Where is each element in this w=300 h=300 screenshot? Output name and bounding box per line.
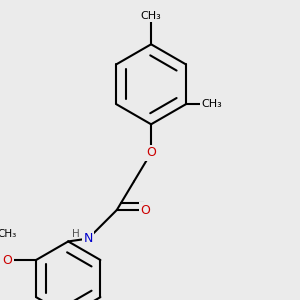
Text: CH₃: CH₃ [201,99,222,109]
Text: N: N [83,232,93,245]
Text: O: O [140,203,150,217]
Text: O: O [3,254,12,266]
Text: O: O [146,146,156,159]
Text: CH₃: CH₃ [0,229,17,239]
Text: H: H [71,229,79,239]
Text: CH₃: CH₃ [141,11,161,21]
